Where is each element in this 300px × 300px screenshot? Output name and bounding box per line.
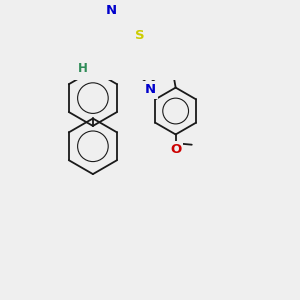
Text: N: N bbox=[145, 83, 156, 96]
Text: S: S bbox=[135, 29, 145, 42]
Text: O: O bbox=[170, 143, 181, 156]
Text: H: H bbox=[78, 61, 88, 75]
Text: N: N bbox=[106, 4, 117, 17]
